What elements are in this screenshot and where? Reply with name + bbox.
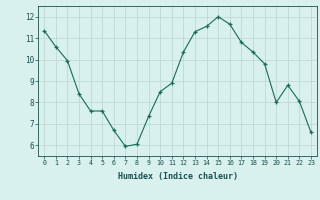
X-axis label: Humidex (Indice chaleur): Humidex (Indice chaleur) xyxy=(118,172,238,181)
